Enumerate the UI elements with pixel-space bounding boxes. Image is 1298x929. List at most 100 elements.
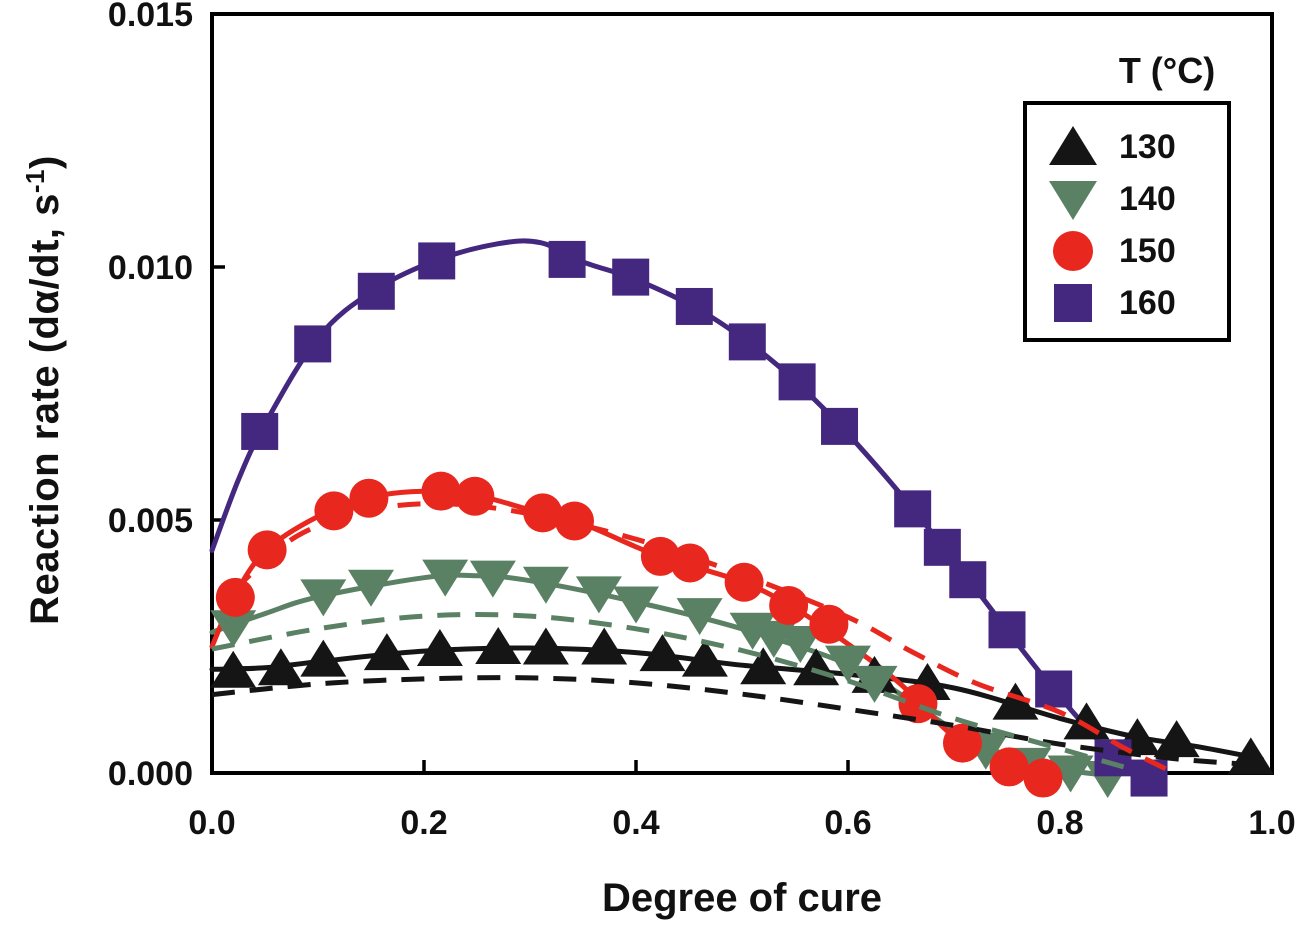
series-150-marker <box>809 604 849 644</box>
x-tick-label: 1.0 <box>1248 804 1295 842</box>
series-140-marker <box>300 579 347 617</box>
circle-marker-icon <box>1027 228 1119 274</box>
x-tick-label: 0.6 <box>824 804 871 842</box>
x-tick-label: 0.4 <box>612 804 659 842</box>
triangle-down-marker-icon <box>1027 176 1119 222</box>
triangle-up-shape <box>1049 126 1097 165</box>
x-tick-label: 0.8 <box>1036 804 1083 842</box>
series-130-marker <box>681 639 728 677</box>
series-150-marker <box>942 723 982 763</box>
series-140-dashed-line <box>211 612 1125 770</box>
series-140-marker <box>522 566 569 604</box>
series-160-marker <box>988 611 1026 649</box>
series-130-marker <box>992 682 1039 720</box>
x-tick-label: 0.0 <box>188 804 235 842</box>
series-140-marker <box>210 610 257 648</box>
series-130-marker <box>740 647 787 685</box>
series-160-marker <box>1094 739 1132 777</box>
series-150-dashed-line <box>231 501 1168 772</box>
triangle-down-glyph <box>1049 181 1097 220</box>
legend-item-label: 140 <box>1119 179 1176 218</box>
series-130-marker <box>581 627 628 665</box>
series-150-marker <box>989 747 1029 787</box>
legend: 130 140 150 160 <box>1023 101 1231 342</box>
triangle-up-marker-icon <box>1027 124 1119 170</box>
legend-item-label: 130 <box>1119 127 1176 166</box>
series-150-marker <box>898 684 938 724</box>
series-150-marker <box>1023 758 1063 798</box>
series-150-marker <box>247 530 287 570</box>
legend-item-140: 140 <box>1027 173 1227 225</box>
legend-item-label: 150 <box>1119 231 1176 270</box>
series-150-fit-line <box>209 488 1052 778</box>
series-150-marker <box>215 577 255 617</box>
series-140-marker <box>676 598 723 636</box>
series-160-marker <box>548 240 586 278</box>
y-axis-title-superscript: -1 <box>19 168 50 194</box>
series-130-marker <box>475 627 522 665</box>
series-130-marker <box>1153 720 1200 758</box>
series-130-marker <box>363 633 410 671</box>
triangle-up-glyph <box>1049 126 1097 165</box>
x-tick-label: 0.2 <box>400 804 447 842</box>
series-160-marker <box>675 287 713 325</box>
series-150-marker <box>769 586 809 626</box>
series-160-marker <box>894 490 932 528</box>
circle-glyph <box>1053 231 1093 271</box>
square-marker-icon <box>1027 280 1119 326</box>
y-axis-title-close: ) <box>23 155 68 169</box>
series-140-marker <box>777 625 824 663</box>
y-axis-title: Reaction rate (dα/dt, s-1) <box>20 155 68 625</box>
series-160-marker <box>357 272 395 310</box>
series-140-marker <box>348 569 394 607</box>
series-140-marker <box>825 645 871 683</box>
series-160-marker <box>949 561 987 599</box>
legend-item-160: 160 <box>1027 277 1227 329</box>
series-130-marker <box>300 639 347 677</box>
series-130-marker <box>522 627 569 665</box>
series-160-marker <box>294 325 332 363</box>
series-140-marker <box>575 576 622 614</box>
series-140-marker <box>1047 755 1094 793</box>
series-160-marker <box>728 323 766 361</box>
series-160-marker <box>923 528 961 566</box>
y-tick-label: 0.000 <box>108 755 193 793</box>
legend-item-130: 130 <box>1027 121 1227 173</box>
series-150-marker <box>421 471 461 511</box>
series-140-marker <box>613 586 659 624</box>
y-tick-label: 0.005 <box>108 502 193 540</box>
plot-frame <box>210 12 1274 775</box>
y-tick-label: 0.010 <box>108 249 193 287</box>
x-axis-title: Degree of cure <box>601 876 883 920</box>
triangle-down-shape <box>1049 181 1097 220</box>
series-140-marker <box>851 665 898 703</box>
series-150-marker <box>455 476 495 516</box>
series-160-marker <box>821 407 859 445</box>
series-140-marker <box>469 560 516 598</box>
square-shape <box>1054 284 1092 322</box>
series-160-marker <box>1035 670 1073 708</box>
series-150-marker <box>555 501 595 541</box>
series-130-marker <box>210 650 257 688</box>
series-130-fit-line <box>209 645 1264 762</box>
series-160-marker <box>418 242 456 280</box>
y-axis-title-text: Reaction rate (dα/dt, s <box>23 193 68 625</box>
series-140-marker <box>422 559 469 597</box>
square-glyph <box>1054 284 1092 322</box>
legend-item-150: 150 <box>1027 225 1227 277</box>
series-160-marker <box>612 258 650 296</box>
series-150-marker <box>724 562 764 602</box>
series-150-marker <box>640 536 680 576</box>
y-tick-label: 0.015 <box>108 0 193 34</box>
series-130-marker <box>416 629 463 667</box>
series-130-marker <box>257 648 304 686</box>
circle-shape <box>1053 231 1093 271</box>
legend-item-label: 160 <box>1119 283 1176 322</box>
legend-title: T (°C) <box>1118 50 1216 91</box>
series-160-marker <box>241 412 279 450</box>
series-130-marker <box>639 634 686 672</box>
series-150-marker <box>314 491 354 531</box>
series-150-marker <box>523 493 563 533</box>
